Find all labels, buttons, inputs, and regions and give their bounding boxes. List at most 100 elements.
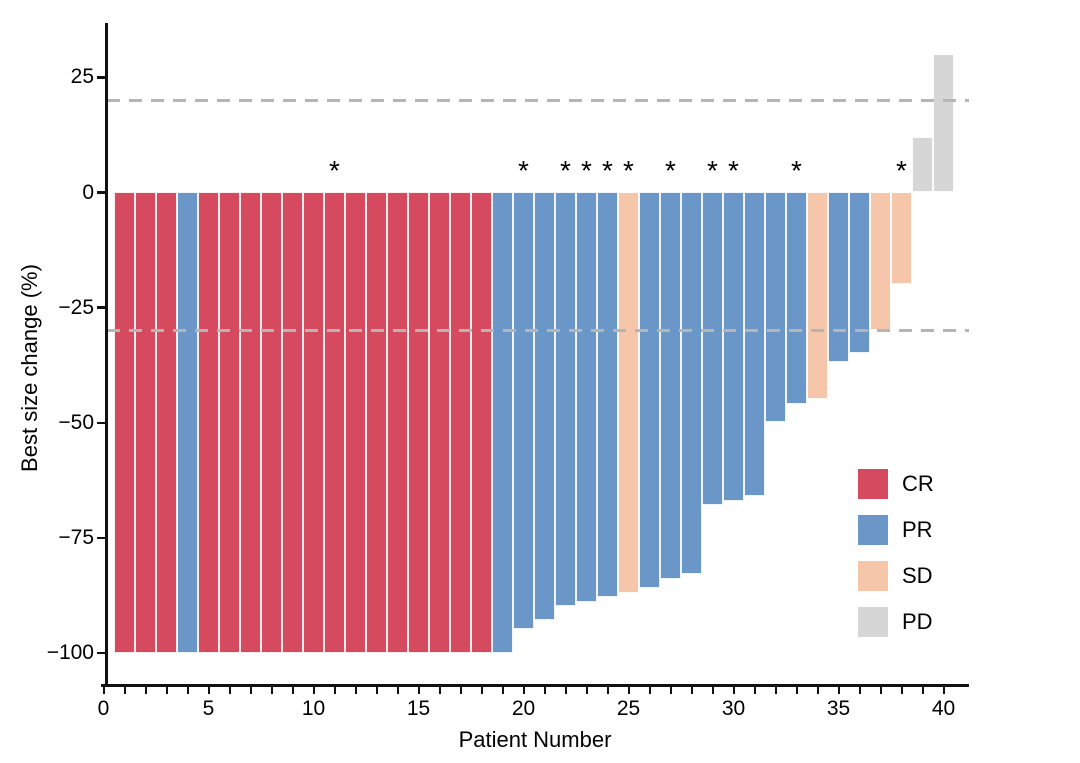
x-tick-15 [417,686,420,694]
x-tick-1 [123,686,126,694]
asterisk-patient-11: * [329,155,340,186]
y-tick--100 [97,651,105,655]
bar-patient-3 [156,192,177,653]
asterisk-patient-29: * [707,155,718,186]
y-tick-label--50: −50 [58,410,94,434]
y-axis-spine [105,23,108,685]
x-tick-5 [207,686,210,694]
x-tick-27 [669,686,672,694]
x-tick-37 [879,686,882,694]
bar-patient-16 [429,192,450,653]
x-tick-label-15: 15 [406,697,431,720]
x-tick-38 [900,686,903,694]
legend-label-sd: SD [902,563,933,588]
bar-patient-26 [639,192,660,589]
bar-patient-17 [450,192,471,653]
bar-patient-39 [912,137,933,193]
bar-patient-14 [387,192,408,653]
y-tick-label-25: 25 [70,65,94,89]
reference-line--30 [107,329,969,333]
legend-item-sd: SD [858,561,978,591]
bar-patient-24 [597,192,618,598]
x-tick-label-10: 10 [301,697,326,720]
bar-patient-32 [765,192,786,423]
x-tick-21 [543,686,546,694]
y-tick-label--100: −100 [46,641,94,664]
x-tick-12 [354,686,357,694]
x-tick-4 [186,686,189,694]
x-tick-25 [627,686,630,694]
y-tick-label--25: −25 [58,295,94,319]
bar-patient-1 [114,192,135,653]
y-axis-title: Best size change (%) [17,264,42,472]
x-tick-35 [837,686,840,694]
x-tick-label-40: 40 [931,697,956,720]
bar-patient-10 [303,192,324,653]
x-tick-40 [942,686,945,694]
x-tick-18 [480,686,483,694]
bar-patient-29 [702,192,723,506]
legend-swatch-cr [858,469,888,499]
x-tick-31 [753,686,756,694]
bar-patient-35 [828,192,849,363]
legend-swatch-sd [858,561,888,591]
bar-patient-34 [807,192,828,400]
x-tick-label-5: 5 [202,697,215,720]
asterisk-patient-38: * [896,155,907,186]
bar-patient-31 [744,192,765,496]
x-tick-28 [690,686,693,694]
x-tick-14 [396,686,399,694]
bar-patient-33 [786,192,807,404]
x-axis-title: Patient Number [458,727,612,752]
x-tick-26 [648,686,651,694]
legend-item-pr: PR [858,515,978,545]
x-tick-30 [732,686,735,694]
y-tick-label--75: −75 [58,525,94,549]
x-tick-11 [333,686,336,694]
bar-patient-13 [366,192,387,653]
bar-patient-25 [618,192,639,593]
bar-patient-11 [324,192,345,653]
x-tick-16 [438,686,441,694]
asterisk-patient-27: * [665,155,676,186]
bar-patient-5 [198,192,219,653]
legend-swatch-pd [858,607,888,637]
x-tick-17 [459,686,462,694]
bar-patient-9 [282,192,303,653]
legend-item-cr: CR [858,469,978,499]
y-tick-25 [97,76,105,79]
asterisk-patient-30: * [728,155,739,186]
x-tick-0 [102,686,105,694]
bar-patient-18 [471,192,492,653]
bar-patient-22 [555,192,576,607]
x-tick-8 [270,686,273,694]
x-tick-10 [312,686,315,694]
x-tick-20 [522,686,525,694]
legend-label-pd: PD [902,609,933,634]
y-tick-label-0: 0 [82,180,94,204]
x-tick-34 [816,686,819,694]
bar-patient-15 [408,192,429,653]
x-tick-7 [249,686,252,694]
bar-patient-36 [849,192,870,354]
asterisk-patient-23: * [581,155,592,186]
x-tick-13 [375,686,378,694]
bar-patient-37 [870,192,891,331]
bar-patient-4 [177,192,198,653]
bar-patient-2 [135,192,156,653]
legend-label-cr: CR [902,471,934,496]
x-axis-spine [101,684,969,687]
x-tick-6 [228,686,231,694]
x-tick-19 [501,686,504,694]
bar-patient-27 [660,192,681,579]
bar-patient-12 [345,192,366,653]
x-tick-9 [291,686,294,694]
bar-patient-23 [576,192,597,602]
y-tick--75 [97,536,105,540]
asterisk-patient-25: * [623,155,634,186]
asterisk-patient-22: * [560,155,571,186]
x-tick-label-0: 0 [97,697,110,720]
legend-item-pd: PD [858,607,978,637]
bar-patient-38 [891,192,912,285]
